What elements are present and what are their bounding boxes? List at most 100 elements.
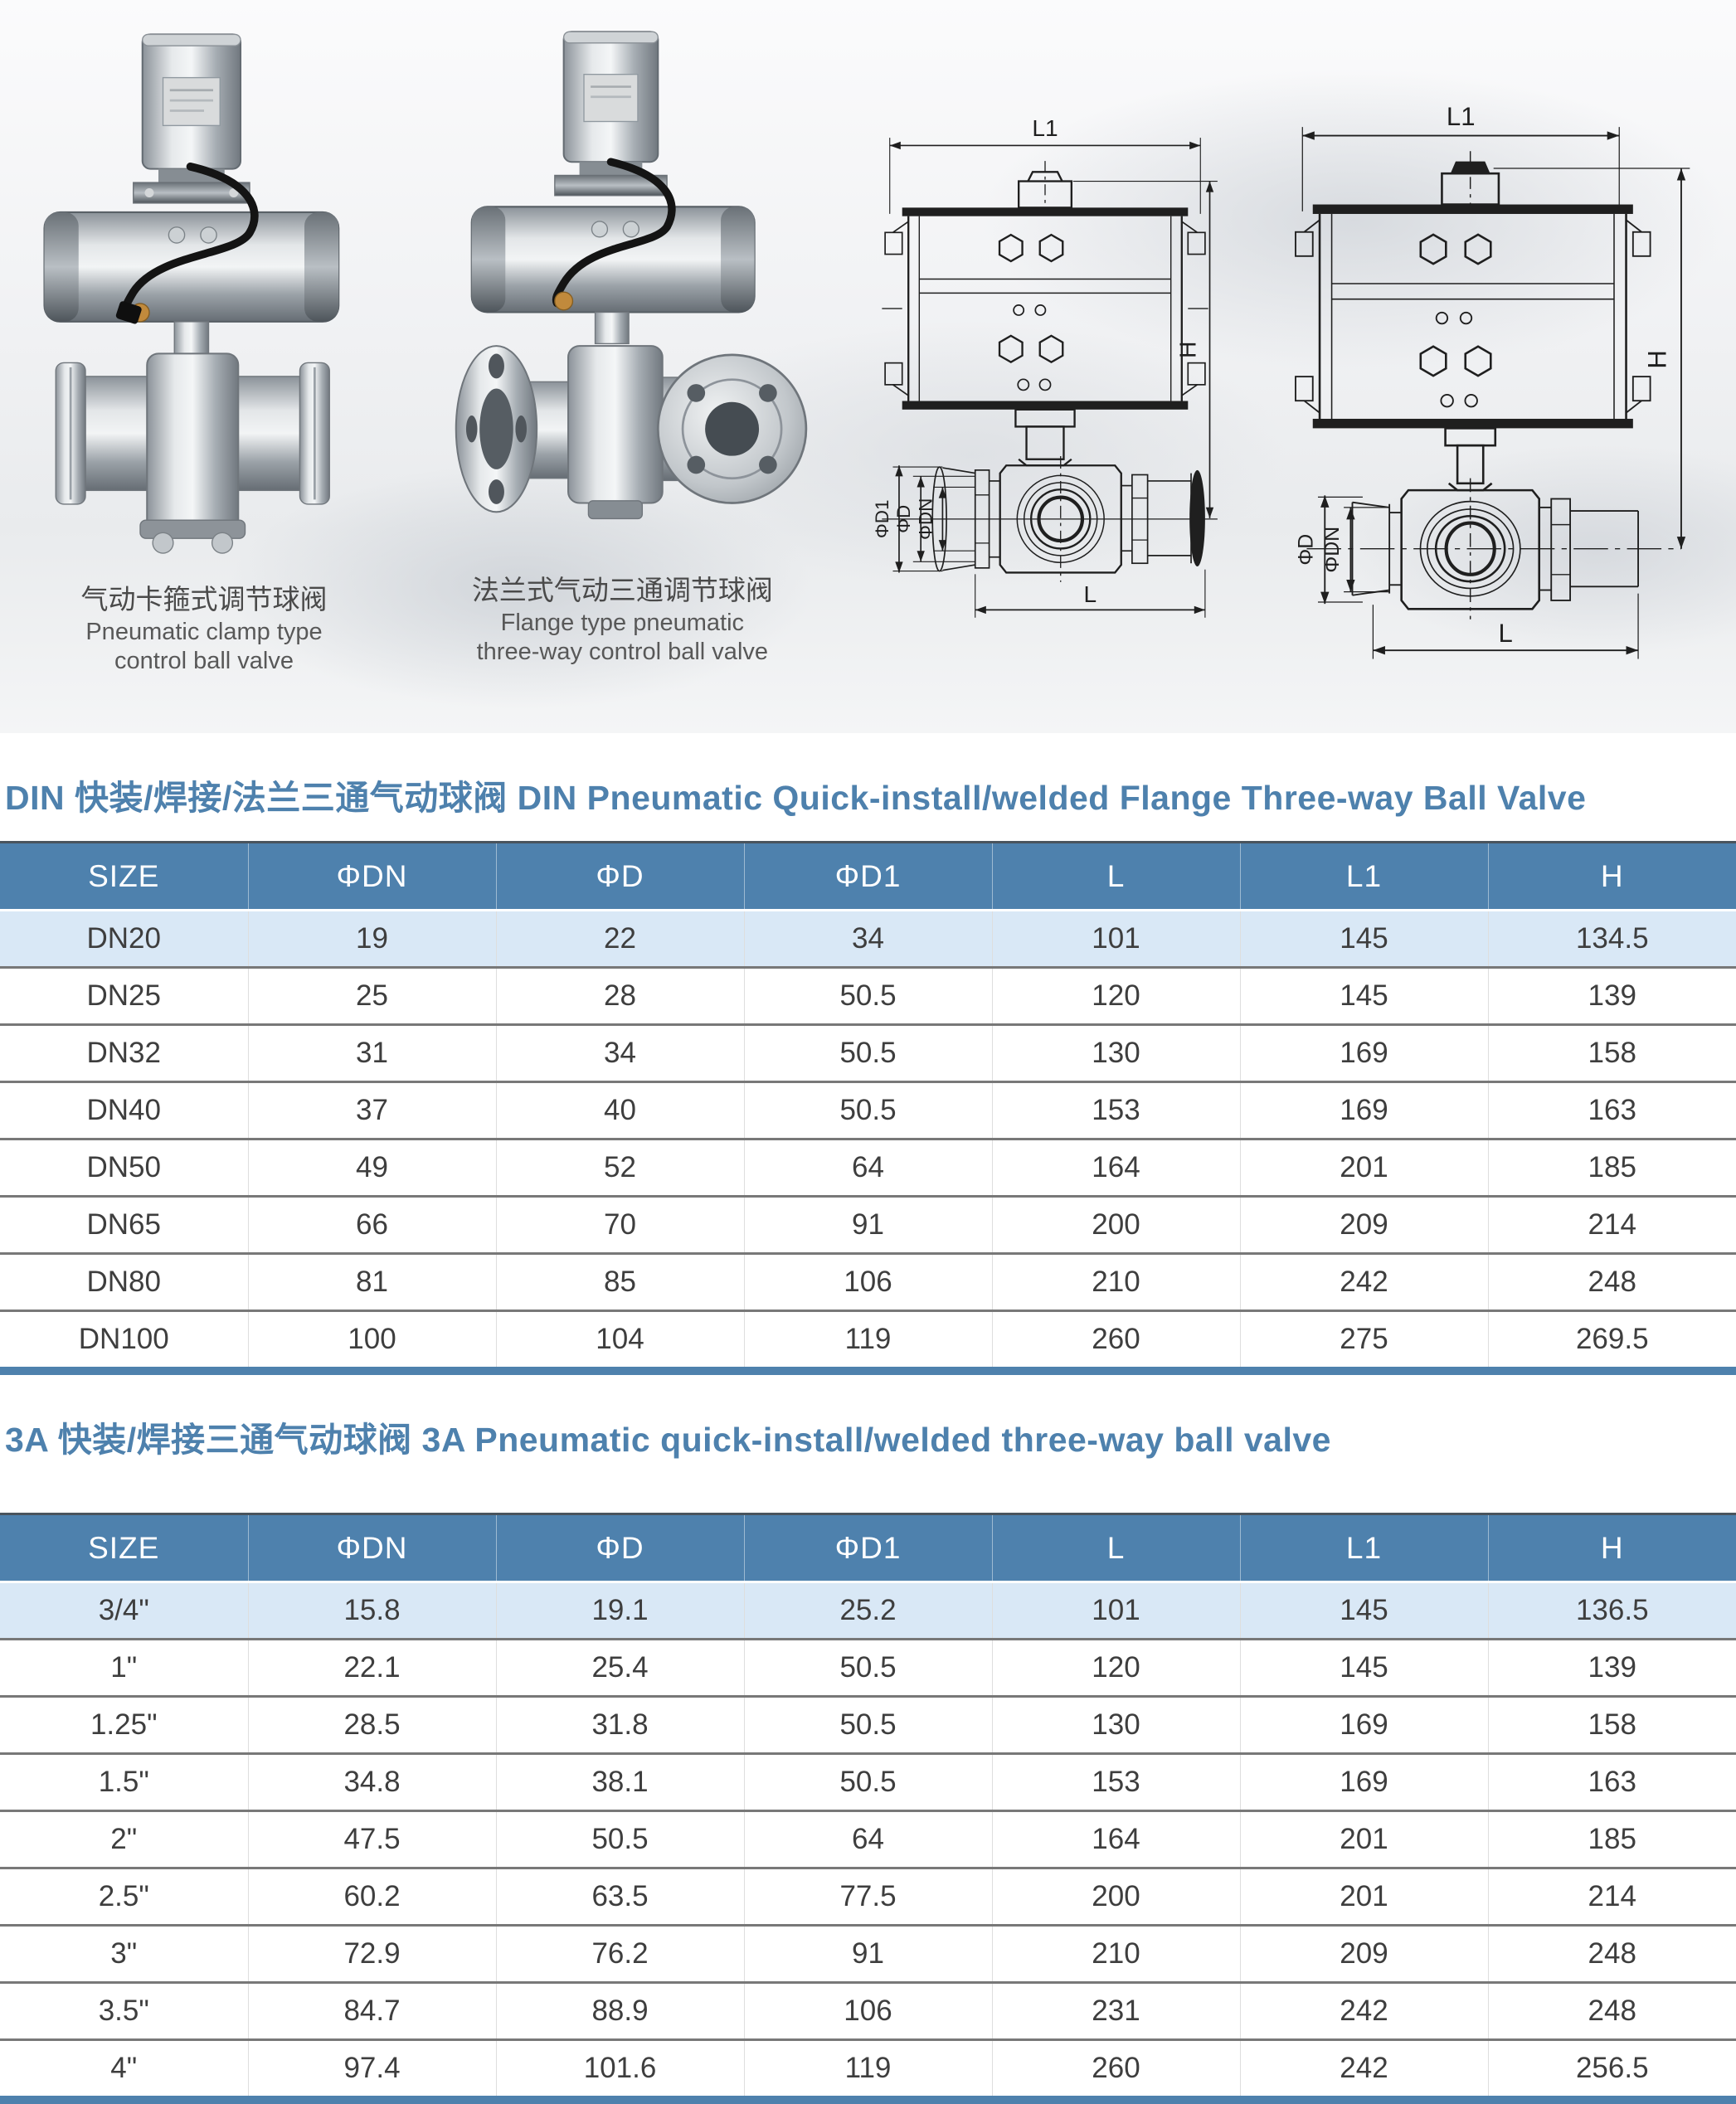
table-cell: 34.8 (248, 1752, 497, 1811)
header-row: SIZE ΦDN ΦD ΦD1 L L1 H (0, 842, 1736, 911)
table-cell: 106 (744, 1252, 993, 1311)
spec-table-din-head: SIZE ΦDN ΦD ΦD1 L L1 H (0, 842, 1736, 911)
table-row: 2.5" 60.2 63.5 77.5 200 201 214 (0, 1867, 1736, 1926)
table-cell: 2.5" (0, 1867, 249, 1926)
table-cell: 15.8 (248, 1582, 497, 1640)
table-cell: 91 (744, 1195, 993, 1254)
table-cell: DN20 (0, 910, 249, 968)
table-cell: DN40 (0, 1081, 249, 1139)
product-photo-clamp-figure: 气动卡箍式调节球阀 Pneumatic clamp type control b… (22, 18, 387, 677)
table-cell: 242 (1240, 1981, 1489, 2040)
table-cell: DN50 (0, 1138, 249, 1197)
column-header: ΦD (496, 842, 745, 911)
table-cell: 214 (1488, 1195, 1736, 1254)
table-cell: 85 (496, 1252, 745, 1311)
spec-table-din: SIZE ΦDN ΦD ΦD1 L L1 H DN20 19 22 34 101 145 134.5 DN… (0, 841, 1736, 1375)
table-cell: 25.4 (496, 1638, 745, 1697)
table-cell: 81 (248, 1252, 497, 1311)
valve-left-arm (85, 376, 153, 492)
header-row: SIZE ΦDN ΦD ΦD1 L L1 H (0, 1514, 1736, 1583)
table-cell: 76.2 (496, 1924, 745, 1983)
dim-label-dn: ΦDN (915, 498, 936, 540)
table-row: 3/4" 15.8 19.1 25.2 101 145 136.5 (0, 1582, 1736, 1640)
table-cell: 47.5 (248, 1810, 497, 1868)
table-cell: 139 (1488, 966, 1736, 1025)
caption-en-line2: control ball valve (114, 648, 294, 675)
table-cell: 200 (992, 1867, 1241, 1926)
table-cell: 248 (1488, 1981, 1736, 2040)
table-cell: 256.5 (1488, 2038, 1736, 2100)
table-cell: 201 (1240, 1810, 1489, 1868)
table-row: DN40 37 40 50.5 153 169 163 (0, 1081, 1736, 1139)
table-row: 4" 97.4 101.6 119 260 242 256.5 (0, 2038, 1736, 2100)
table-cell: 77.5 (744, 1867, 993, 1926)
dim-label-d: ΦD (1295, 534, 1318, 566)
table-cell: 134.5 (1488, 910, 1736, 968)
table-cell: 50.5 (744, 1695, 993, 1754)
table-cell: 34 (496, 1023, 745, 1082)
table-cell: 50.5 (744, 1081, 993, 1139)
caption-zh: 气动卡箍式调节球阀 (80, 584, 328, 615)
table-cell: 120 (992, 1638, 1241, 1697)
table-cell: 63.5 (496, 1867, 745, 1926)
technical-drawing-clamp: L1 H L ΦD1 ΦD ΦDN (872, 115, 1218, 618)
dim-label-l1: L1 (1032, 115, 1058, 141)
caption-en-line1: Pneumatic clamp type (85, 618, 323, 645)
stem-cap (1450, 161, 1490, 174)
table-row: 2" 47.5 50.5 64 164 201 185 (0, 1810, 1736, 1868)
table-cell: 28.5 (248, 1695, 497, 1754)
table-cell: 169 (1240, 1752, 1489, 1811)
table-cell: 50.5 (496, 1810, 745, 1868)
table-cell: 50.5 (744, 1752, 993, 1811)
caption-en-line2: three-way control ball valve (476, 639, 769, 666)
table-cell: 101 (992, 1582, 1241, 1640)
table-cell: 185 (1488, 1810, 1736, 1868)
table-cell: 248 (1488, 1924, 1736, 1983)
table-cell: 31 (248, 1023, 497, 1082)
clamp-gasket-cap (1189, 469, 1205, 566)
table-row: DN20 19 22 34 101 145 134.5 (0, 910, 1736, 968)
table-row: 1" 22.1 25.4 50.5 120 145 139 (0, 1638, 1736, 1697)
column-header: L1 (1240, 842, 1489, 911)
dim-label-l: L (1083, 581, 1097, 607)
dim-label-h: H (1642, 350, 1671, 368)
table-cell: 248 (1488, 1252, 1736, 1311)
technical-drawing-welded: L1 H L ΦD ΦDN (1295, 102, 1690, 659)
table-row: DN32 31 34 50.5 130 169 158 (0, 1023, 1736, 1082)
table-cell: 1.25" (0, 1695, 249, 1754)
table-cell: 22 (496, 910, 745, 968)
table-cell: 100 (248, 1310, 497, 1371)
table-cell: 60.2 (248, 1867, 497, 1926)
column-header: ΦD1 (744, 842, 993, 911)
column-header: H (1488, 1514, 1736, 1583)
table-cell: 200 (992, 1195, 1241, 1254)
signal-cable (552, 158, 676, 308)
table-cell: 163 (1488, 1752, 1736, 1811)
table-cell: 19 (248, 910, 497, 968)
table-cell: 242 (1240, 1252, 1489, 1311)
table-cell: 169 (1240, 1081, 1489, 1139)
table-cell: 40 (496, 1081, 745, 1139)
section-title-din: DIN 快装/焊接/法兰三通气动球阀 DIN Pneumatic Quick-i… (5, 779, 1587, 817)
valve-right-arm (233, 376, 301, 492)
table-cell: DN32 (0, 1023, 249, 1082)
table-cell: 275 (1240, 1310, 1489, 1371)
dim-label-h: H (1174, 342, 1200, 358)
table-cell: 25.2 (744, 1582, 993, 1640)
valve-center-body (567, 345, 664, 504)
table-cell: 50.5 (744, 1023, 993, 1082)
dim-label-l: L (1499, 619, 1513, 648)
table-cell: 163 (1488, 1081, 1736, 1139)
table-row: DN80 81 85 106 210 242 248 (0, 1252, 1736, 1311)
table-cell: DN65 (0, 1195, 249, 1254)
caption-en-line1: Flange type pneumatic (500, 609, 745, 636)
caption-zh: 法兰式气动三通调节球阀 (471, 575, 773, 605)
table-cell: 1" (0, 1638, 249, 1697)
table-cell: 139 (1488, 1638, 1736, 1697)
dim-label-l1: L1 (1447, 102, 1476, 131)
table-cell: 164 (992, 1138, 1241, 1197)
column-header: L (992, 842, 1241, 911)
pneumatic-actuator (471, 206, 756, 313)
table-row: DN50 49 52 64 164 201 185 (0, 1138, 1736, 1197)
table-cell: 145 (1240, 1638, 1489, 1697)
